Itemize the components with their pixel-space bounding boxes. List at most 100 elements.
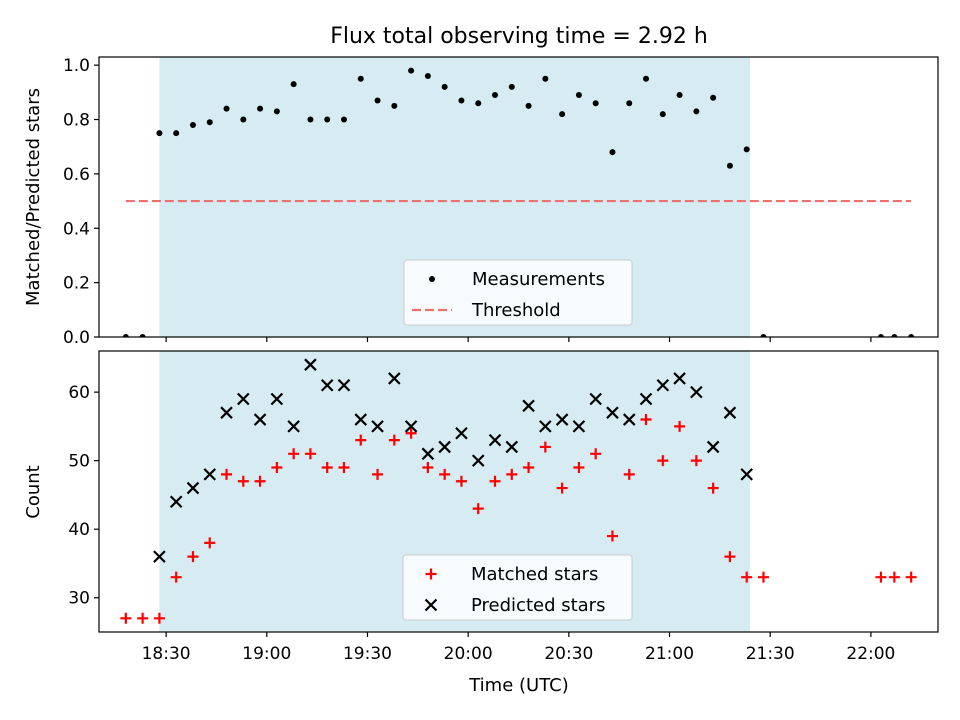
measurement-point — [290, 81, 297, 88]
predicted-stars-point — [505, 440, 519, 454]
matched-stars-point — [523, 462, 535, 474]
matched-stars-point — [439, 468, 451, 480]
measurement-point — [374, 97, 381, 104]
plot-frame — [98, 350, 939, 633]
legend-label: Matched stars — [471, 564, 598, 585]
matched-stars-point — [153, 612, 165, 624]
predicted-stars-point — [337, 378, 351, 392]
measurement-point — [273, 108, 280, 115]
measurement-point — [240, 116, 247, 123]
x-tick-label: 22:00 — [846, 644, 895, 664]
legend-marker-measurements — [429, 276, 435, 282]
predicted-stars-point — [622, 413, 636, 426]
predicted-stars-point — [320, 378, 334, 392]
measurement-point — [408, 67, 415, 74]
matched-stars-point — [724, 551, 736, 563]
matched-stars-point — [489, 475, 501, 487]
x-tick-label: 21:00 — [645, 644, 694, 664]
matched-stars-point — [405, 427, 417, 439]
predicted-stars-point — [388, 372, 401, 385]
plot-frame — [98, 56, 939, 338]
matched-stars-point — [321, 462, 333, 474]
legend-label: Predicted stars — [471, 595, 605, 616]
predicted-stars-point — [690, 385, 703, 399]
matched-stars-point — [690, 455, 702, 467]
measurement-point — [626, 100, 633, 107]
matched-stars-point — [573, 462, 585, 474]
matched-stars-point — [472, 503, 484, 515]
measurement-point — [340, 116, 347, 123]
predicted-stars-point — [471, 454, 485, 467]
x-tick-label: 21:30 — [746, 644, 795, 664]
matched-stars-point — [237, 475, 249, 487]
matched-stars-point — [338, 462, 350, 474]
x-axis-label: Time (UTC) — [468, 675, 569, 696]
measurement-point — [173, 130, 180, 137]
measurement-point — [223, 105, 230, 112]
matched-stars-point — [271, 462, 283, 474]
matched-stars-point — [707, 482, 719, 494]
measurement-point — [643, 75, 650, 82]
matched-stars-point — [905, 571, 917, 583]
measurement-point — [710, 94, 717, 101]
predicted-stars-point — [539, 420, 552, 433]
predicted-stars-point — [589, 392, 602, 406]
measurement-point — [424, 73, 431, 80]
predicted-stars-point — [287, 420, 300, 433]
measurement-point — [391, 102, 398, 109]
y-tick-label: 60 — [68, 383, 90, 403]
measurement-point — [257, 105, 264, 112]
matched-stars-point — [888, 571, 900, 583]
predicted-stars-point — [371, 420, 384, 433]
x-tick-label: 18:30 — [142, 644, 191, 664]
measurement-point — [307, 116, 314, 123]
y-tick-label: 0.4 — [63, 219, 90, 239]
matched-stars-point — [506, 468, 518, 480]
measurement-point — [542, 75, 549, 82]
matched-stars-point — [556, 482, 568, 494]
matched-stars-point — [221, 468, 233, 480]
data-layer — [122, 67, 915, 337]
matched-stars-point — [606, 530, 618, 542]
matched-stars-point — [204, 537, 216, 549]
matched-stars-point — [539, 441, 551, 453]
measurement-point — [575, 92, 582, 99]
measurement-point — [743, 146, 750, 153]
predicted-stars-point — [354, 413, 368, 426]
predicted-stars-point — [404, 420, 418, 433]
y-tick-label: 0.2 — [63, 274, 90, 294]
matched-stars-point — [170, 571, 182, 583]
measurement-point — [139, 334, 146, 337]
matched-stars-point — [455, 475, 467, 487]
bottom-y-axis-label: Count — [23, 465, 44, 518]
chart-title: Flux total observing time = 2.92 h — [330, 24, 708, 49]
legend-marker-matched — [425, 568, 437, 580]
y-tick-label: 40 — [68, 520, 90, 540]
measurement-point — [492, 92, 499, 99]
y-tick-label: 30 — [68, 589, 90, 609]
predicted-stars-point — [740, 468, 753, 481]
y-tick-label: 0.8 — [63, 111, 90, 131]
top-panel: 0.0 0.2 0.4 0.6 0.8 1.0 Measurements Threshold — [63, 56, 939, 348]
legend-label: Measurements — [472, 269, 605, 290]
measurement-point — [508, 83, 515, 90]
legend-box — [403, 259, 633, 326]
top-y-axis-label: Matched/Predicted stars — [23, 88, 44, 306]
predicted-stars-point — [220, 406, 233, 419]
measurement-point — [441, 83, 448, 90]
measurement-point — [726, 162, 733, 169]
matched-stars-point — [304, 448, 316, 460]
predicted-stars-point — [438, 440, 451, 454]
predicted-stars-point — [421, 447, 435, 461]
predicted-stars-point — [606, 406, 619, 419]
y-tick-label: 50 — [68, 452, 90, 472]
x-tick-label: 19:30 — [343, 644, 392, 664]
predicted-stars-point — [706, 440, 720, 454]
measurement-point — [525, 102, 532, 109]
y-tick-label: 1.0 — [63, 56, 90, 76]
measurement-point — [206, 119, 213, 126]
measurement-point — [324, 116, 331, 123]
measurement-point — [760, 334, 767, 337]
measurement-point — [122, 334, 129, 337]
measurement-point — [609, 149, 616, 156]
